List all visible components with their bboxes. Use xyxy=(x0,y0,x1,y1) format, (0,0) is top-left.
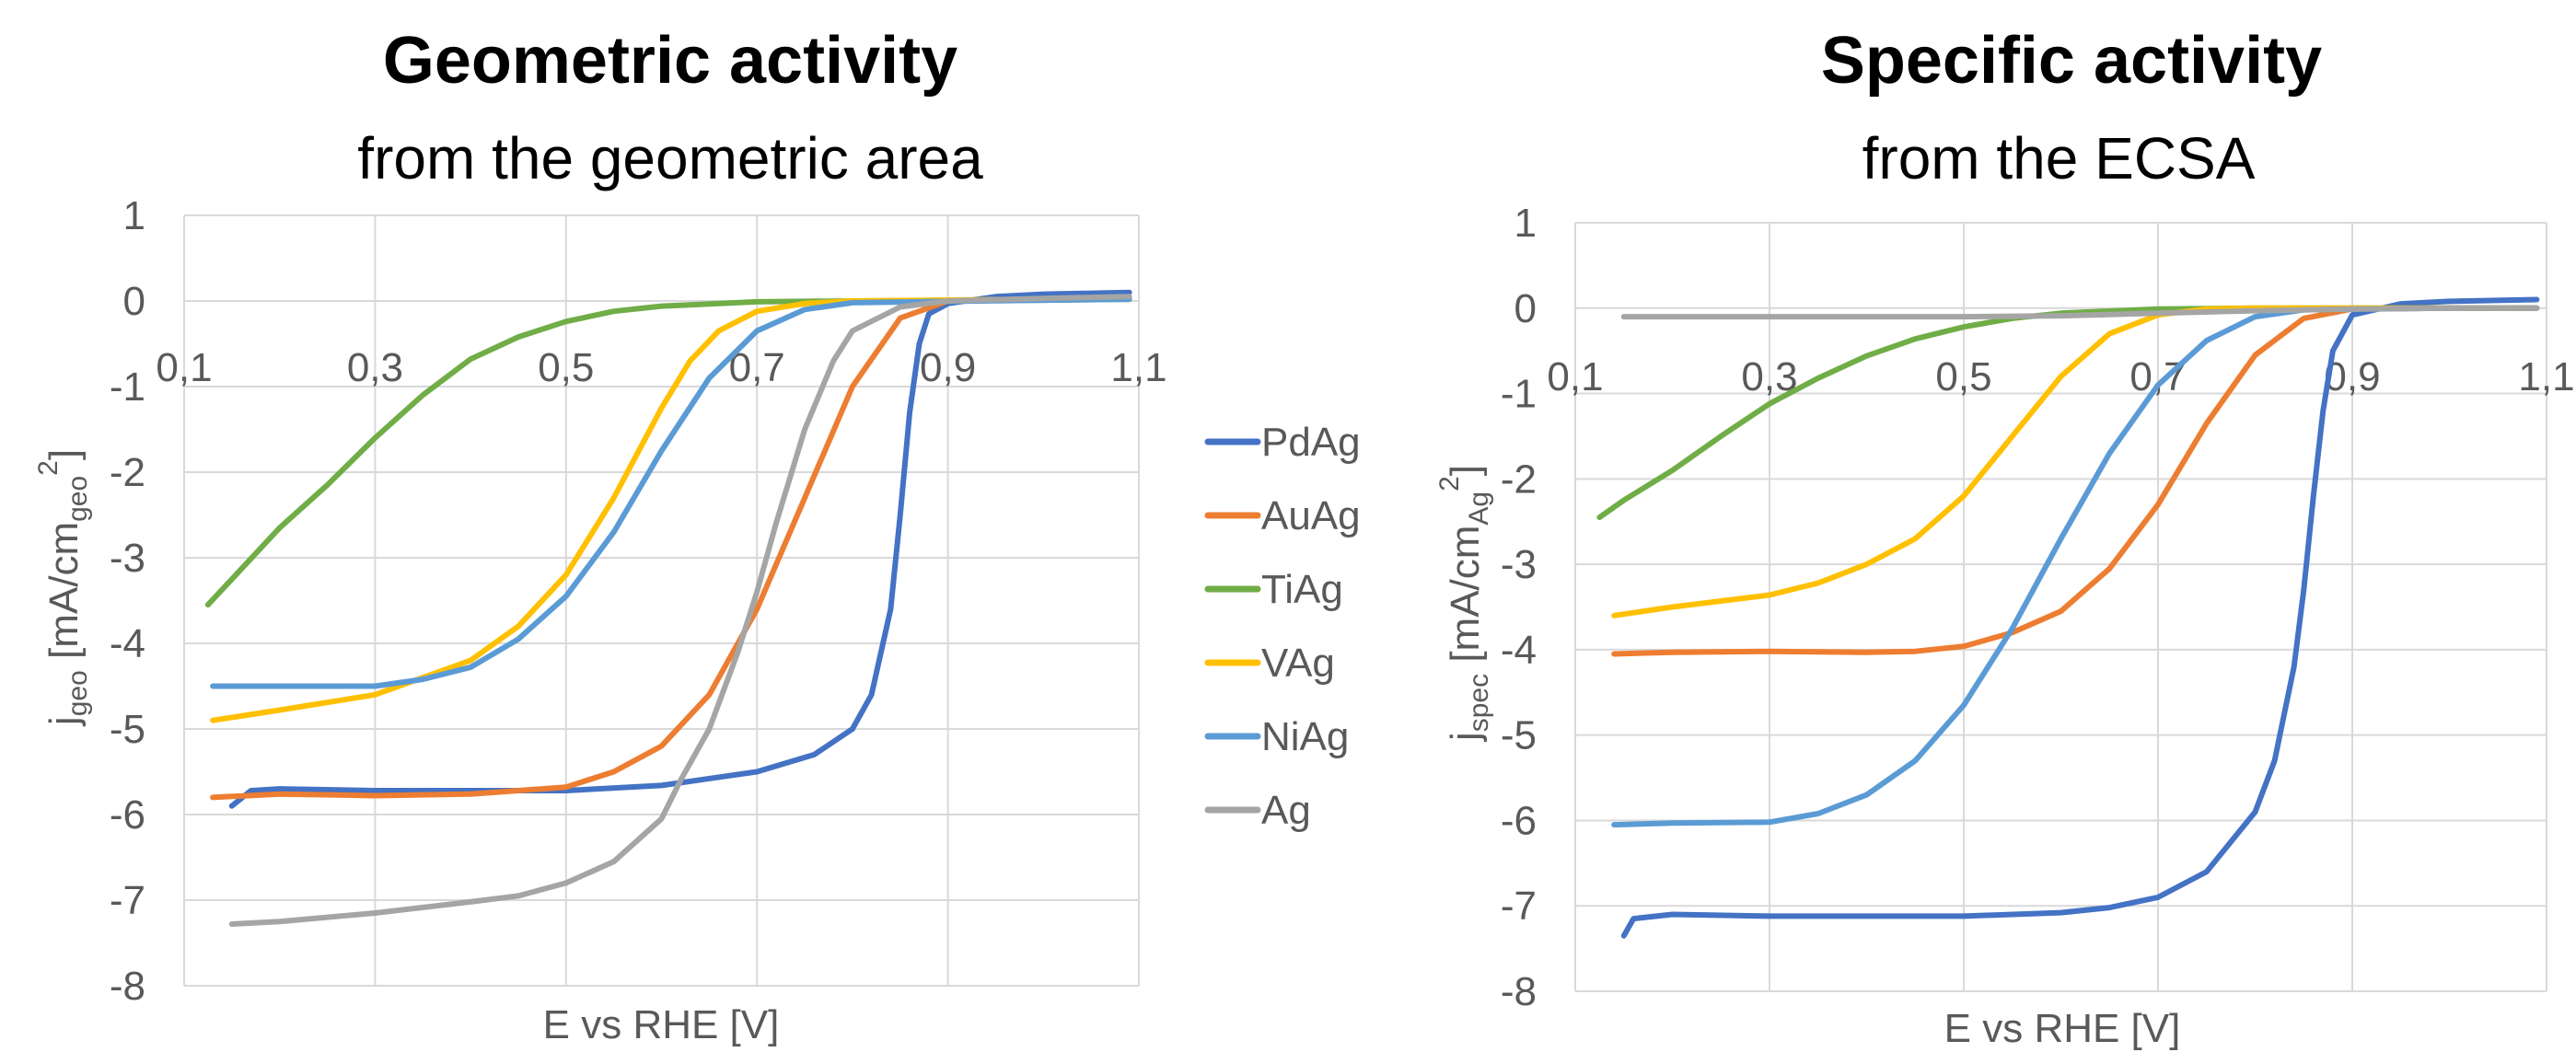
y-tick-label: -7 xyxy=(110,878,145,923)
series-line-tiag xyxy=(1596,305,2540,521)
grid-lines xyxy=(183,214,1140,987)
legend-label-auag: AuAg xyxy=(1261,493,1361,538)
y-axis-label: jspec [mA/cmAg2] xyxy=(1434,465,1494,743)
y-tick-label: 0 xyxy=(123,279,145,324)
legend-label-pdag: PdAg xyxy=(1261,420,1361,465)
x-tick-label: 0,1 xyxy=(156,345,212,390)
y-tick-label: 1 xyxy=(1514,201,1537,246)
grid-lines xyxy=(1574,222,2547,992)
y-tick-label: -2 xyxy=(110,450,145,495)
x-tick-label: 0,7 xyxy=(2129,354,2186,399)
x-tick-label: 0,5 xyxy=(1935,354,1991,399)
series-line-ag xyxy=(228,294,1132,927)
y-tick-label: -5 xyxy=(110,707,145,752)
chart-title: Specific activity xyxy=(1821,24,2322,98)
y-tick-label: -4 xyxy=(110,621,145,666)
y-tick-labels: 1 0 -1 -2 -3 -4 -5 -6 -7 -8 xyxy=(110,193,145,1009)
x-tick-label: 1,1 xyxy=(2518,354,2574,399)
chart-specific-activity: Specific activity from the ECSA 1 0 -1 -2 -3… xyxy=(1434,24,2575,1051)
chart-subtitle: from the ECSA xyxy=(1862,125,2256,191)
y-tick-label: -4 xyxy=(1501,628,1537,673)
y-tick-label: 0 xyxy=(1514,286,1537,331)
series-line-auag xyxy=(210,295,1132,801)
data-series xyxy=(204,289,1132,927)
legend-label-tiag: TiAg xyxy=(1261,567,1343,612)
y-tick-label: 1 xyxy=(123,193,145,238)
x-tick-label: 0,5 xyxy=(538,345,594,390)
legend-label-niag: NiAg xyxy=(1261,714,1349,759)
chart-subtitle: from the geometric area xyxy=(357,125,983,191)
y-axis-label: jgeo [mA/cmgeo2] xyxy=(33,449,93,727)
y-tick-label: -1 xyxy=(1501,372,1537,417)
series-line-ag xyxy=(1620,305,2540,320)
y-tick-label: -6 xyxy=(1501,798,1537,843)
legend-label-ag: Ag xyxy=(1261,788,1311,833)
y-tick-label: -7 xyxy=(1501,884,1537,929)
x-tick-label: 1,1 xyxy=(1110,345,1166,390)
x-tick-label: 0,1 xyxy=(1547,354,1603,399)
y-tick-label: -1 xyxy=(110,364,145,410)
legend: PdAg AuAg TiAg VAg NiAg Ag xyxy=(1204,420,1361,833)
x-tick-label: 0,3 xyxy=(347,345,403,390)
y-tick-label: -3 xyxy=(1501,542,1537,587)
series-line-auag xyxy=(1611,305,2540,657)
y-tick-label: -3 xyxy=(110,536,145,581)
series-line-niag xyxy=(1611,305,2540,828)
chart-geometric-activity: Geometric activity from the geometric ar… xyxy=(33,24,1167,1047)
y-tick-label: -8 xyxy=(110,964,145,1009)
legend-label-vag: VAg xyxy=(1261,641,1335,686)
x-axis-label: E vs RHE [V] xyxy=(1944,1006,2181,1051)
series-line-niag xyxy=(210,296,1132,689)
y-tick-label: -2 xyxy=(1501,457,1537,502)
y-tick-label: -8 xyxy=(1501,969,1537,1014)
y-tick-label: -6 xyxy=(110,792,145,838)
y-tick-labels: 1 0 -1 -2 -3 -4 -5 -6 -7 -8 xyxy=(1501,201,1537,1014)
x-tick-label: 0,9 xyxy=(920,345,976,390)
series-line-pdag xyxy=(1620,296,2540,939)
x-axis-label: E vs RHE [V] xyxy=(543,1002,780,1047)
y-tick-label: -5 xyxy=(1501,713,1537,758)
chart-title: Geometric activity xyxy=(383,24,957,98)
data-series xyxy=(1596,296,2540,939)
x-tick-labels: 0,1 0,3 0,5 0,7 0,9 1,1 xyxy=(156,345,1166,390)
